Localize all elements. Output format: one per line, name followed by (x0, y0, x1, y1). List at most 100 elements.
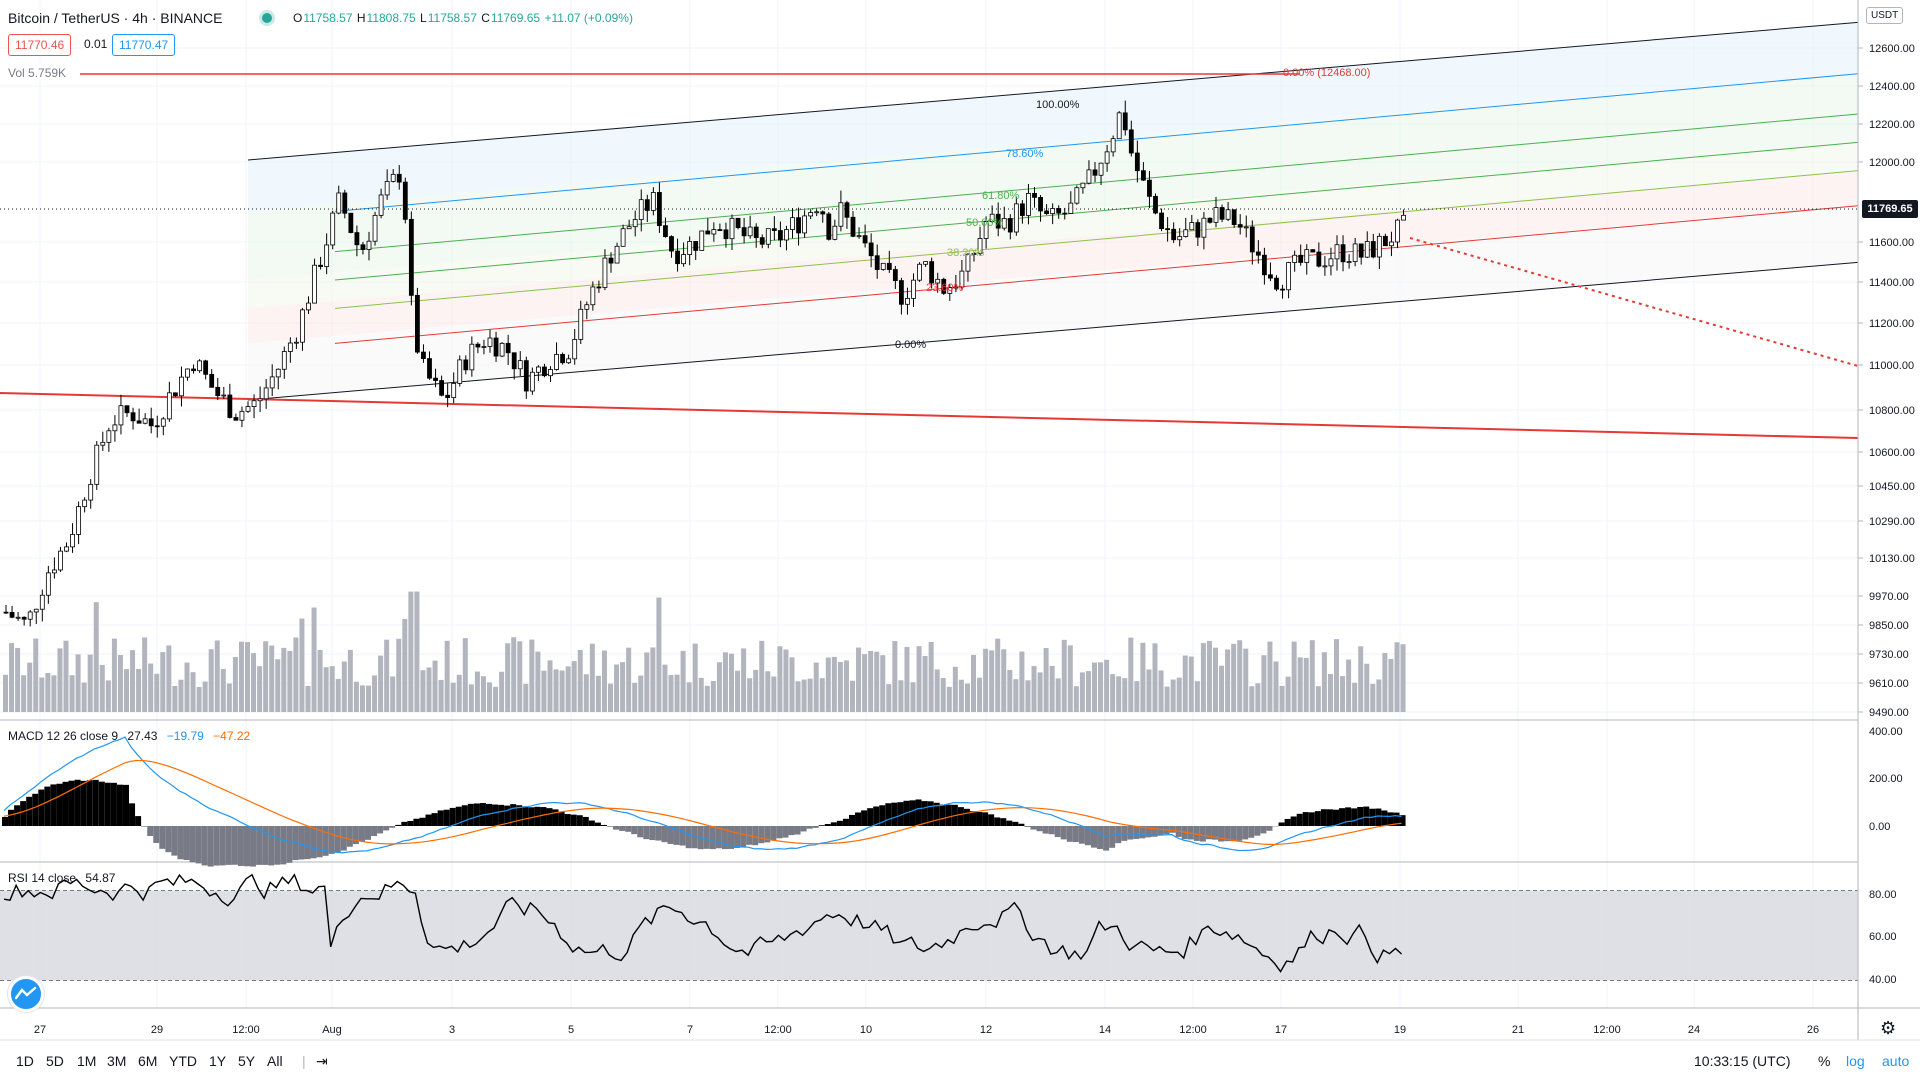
range-5y-button[interactable]: 5Y (238, 1053, 256, 1069)
volume-bar (1188, 656, 1194, 712)
candle-body (257, 398, 263, 402)
volume-bar (1176, 677, 1182, 712)
percent-scale-toggle[interactable]: % (1818, 1053, 1831, 1069)
volume-bar (601, 650, 607, 712)
macd-histogram-bar (709, 826, 716, 850)
volume-bar (69, 675, 75, 712)
rsi-axis-label: 60.00 (1869, 931, 1897, 943)
buy-price-button[interactable]: 11770.47 (112, 34, 176, 56)
candle-body (475, 343, 481, 348)
volume-bar (426, 667, 432, 712)
macd-histogram-bar (2, 816, 8, 826)
range-1d-button[interactable]: 1D (16, 1053, 34, 1069)
utc-clock[interactable]: 10:33:15 (UTC) (1694, 1053, 1791, 1069)
range-6m-button[interactable]: 6M (138, 1053, 158, 1069)
candle-body (989, 213, 995, 223)
volume-bar (1364, 663, 1370, 712)
volume-bar (819, 678, 825, 712)
macd-legend[interactable]: MACD 12 26 close 9 27.43 −19.79 −47.22 (8, 729, 250, 743)
time-axis-label: 14 (1099, 1024, 1111, 1036)
macd-histogram-bar (383, 826, 390, 831)
candle-body (481, 346, 487, 348)
low-label: L (420, 11, 427, 25)
range-ytd-button[interactable]: YTD (169, 1053, 197, 1069)
volume-bar (3, 674, 8, 712)
range-1y-button[interactable]: 1Y (209, 1053, 227, 1069)
volume-bar (1140, 642, 1146, 712)
volume-bar (1061, 639, 1067, 712)
tradingview-logo-icon[interactable] (8, 976, 44, 1012)
volume-bar (638, 675, 644, 712)
time-axis-label: 26 (1807, 1024, 1819, 1036)
volume-bar (946, 686, 952, 712)
symbol-title[interactable]: Bitcoin / TetherUS · 4h · BINANCE (8, 10, 223, 26)
macd-histogram-bar (129, 803, 136, 826)
candle-body (1268, 274, 1273, 279)
candle-body (1007, 218, 1013, 233)
macd-histogram-bar (92, 779, 99, 826)
candle-body (439, 380, 445, 396)
fib-band (248, 114, 1858, 281)
candle-body (1092, 169, 1098, 176)
price-axis[interactable]: 12600.00 12400.00 12200.00 12000.00 11600.00… (1858, 43, 1915, 719)
volume-bar (783, 649, 789, 712)
auto-scale-toggle[interactable]: auto (1882, 1053, 1910, 1069)
candle-body (886, 262, 892, 270)
price-axis-label: 11000.00 (1869, 360, 1914, 372)
volume-bar (438, 679, 444, 712)
range-all-button[interactable]: All (267, 1053, 283, 1069)
macd-histogram-bar (897, 802, 904, 826)
volume-bar (154, 673, 160, 712)
volume-bar (1388, 658, 1394, 712)
range-3m-button[interactable]: 3M (107, 1053, 127, 1069)
price-axis-label: 12400.00 (1869, 81, 1915, 93)
rsi-legend[interactable]: RSI 14 close 54.87 (8, 871, 115, 885)
volume-bar (813, 662, 819, 712)
fib-level-line (334, 170, 1859, 309)
volume-bar (105, 680, 111, 712)
macd-histogram-bar (891, 802, 898, 826)
open-label: O (293, 11, 303, 25)
range-5d-button[interactable]: 5D (46, 1053, 64, 1069)
macd-histogram-bar (1351, 808, 1358, 826)
volume-bar (1146, 669, 1152, 712)
volume-bar (238, 641, 244, 712)
volume-legend[interactable]: Vol 5.759K (8, 66, 71, 80)
candle-body (106, 430, 112, 443)
candle-body (197, 360, 203, 372)
macd-histogram-bar (1139, 826, 1146, 839)
fib-level-label: 0.00% (895, 339, 926, 351)
macd-histogram-bar (207, 826, 214, 867)
macd-pane[interactable] (2, 736, 1406, 867)
macd-histogram-bar (703, 826, 710, 849)
goto-date-icon[interactable]: ⇥ (316, 1053, 328, 1069)
volume-bar (1079, 672, 1085, 712)
volume-bar (747, 678, 753, 712)
candle-body (1038, 197, 1043, 212)
rsi-axis[interactable]: 80.00 60.00 40.00 (1869, 889, 1897, 986)
candle-body (166, 392, 172, 420)
log-scale-toggle[interactable]: log (1846, 1053, 1865, 1069)
range-1m-button[interactable]: 1M (77, 1053, 97, 1069)
candle-body (221, 394, 227, 397)
candle-body (983, 221, 989, 239)
macd-axis[interactable]: 400.00 200.00 0.00 (1869, 726, 1903, 833)
candle-body (578, 308, 584, 340)
candle-body (154, 425, 160, 428)
volume-bar (245, 642, 250, 712)
sell-price-button[interactable]: 11770.46 (8, 34, 72, 56)
candle-body (94, 444, 100, 485)
macd-histogram-bar (649, 826, 656, 841)
rsi-pane[interactable] (0, 873, 1858, 981)
macd-histogram-bar (504, 805, 511, 826)
macd-histogram-bar (213, 826, 220, 866)
macd-histogram-bar (782, 826, 789, 838)
candle-body (1316, 251, 1322, 267)
chart-settings-gear-icon[interactable]: ⚙ (1880, 1018, 1897, 1038)
volume-bar (1116, 676, 1122, 712)
time-axis[interactable]: 27 29 12:00 Aug 3 5 7 12:00 10 12 14 12:00 17 19 21 12:… (34, 1024, 1819, 1036)
candle-body (753, 226, 759, 239)
candle-body (548, 369, 553, 377)
currency-button[interactable]: USDT (1866, 7, 1904, 24)
